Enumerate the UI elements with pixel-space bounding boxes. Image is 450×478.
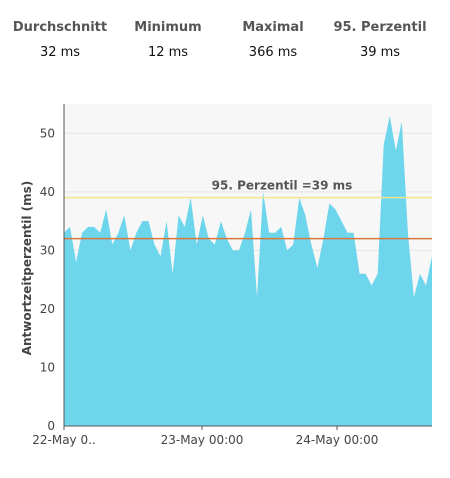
stat-average: Durchschnitt 32 ms (0, 20, 120, 60)
stats-row: Durchschnitt 32 ms Minimum 12 ms Maximal… (0, 0, 450, 70)
stat-percentile: 95. Perzentil 39 ms (320, 20, 440, 60)
stat-minimum: Minimum 12 ms (108, 20, 228, 60)
y-tick-label: 40 (40, 185, 55, 199)
stat-average-value: 32 ms (39, 45, 81, 60)
x-tick-label: 24-May 00:00 (296, 433, 379, 447)
stat-average-label: Durchschnitt (12, 20, 108, 35)
response-time-area (64, 115, 432, 426)
stat-minimum-value: 12 ms (147, 45, 189, 60)
stat-minimum-label: Minimum (134, 20, 202, 35)
y-tick-label: 20 (40, 302, 55, 316)
percentile-95-label: 95. Perzentil =39 ms (212, 179, 353, 193)
stat-percentile-value: 39 ms (359, 45, 401, 60)
stat-maximum-label: Maximal (242, 20, 304, 35)
x-tick-label: 22-May 0.. (32, 433, 96, 447)
stat-percentile-label: 95. Perzentil (333, 20, 427, 35)
y-tick-label: 10 (40, 360, 55, 374)
y-tick-label: 50 (40, 126, 55, 140)
x-tick-label: 23-May 00:00 (161, 433, 244, 447)
y-tick-label: 0 (47, 419, 55, 433)
y-tick-label: 30 (40, 243, 55, 257)
y-axis-label: Antwortzeitperzentil (ms) (20, 181, 34, 356)
stat-maximum: Maximal 366 ms (213, 20, 333, 60)
area-series (64, 115, 432, 426)
reference-lines: 95. Perzentil =39 ms (64, 179, 432, 240)
axes: 0 10 20 30 40 50 22-May 0.. 23-May 00:00 24-May … (32, 104, 432, 447)
stat-maximum-value: 366 ms (248, 45, 298, 60)
